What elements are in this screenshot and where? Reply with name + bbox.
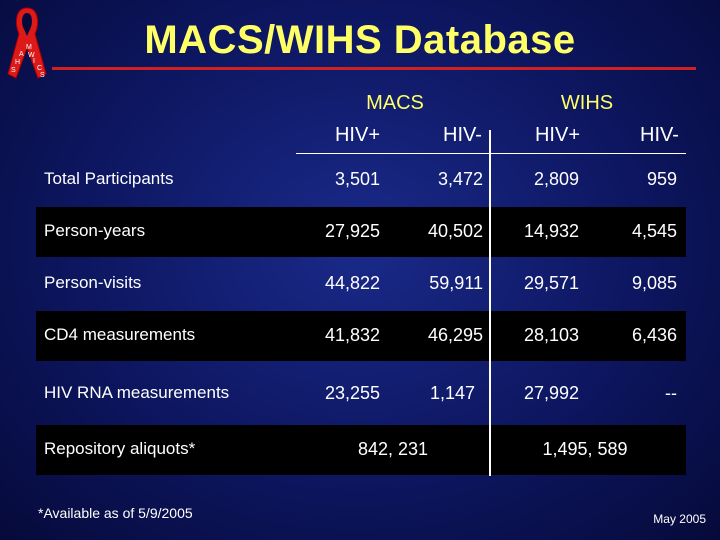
row-band [36, 311, 686, 361]
cell-wihs-total: 1,495, 589 [542, 439, 628, 459]
row-band [36, 207, 686, 257]
cell-wihs-hiv-pos: 27,992 [523, 383, 579, 403]
column-header-macs-hiv-neg: HIV- [443, 124, 482, 146]
table-row: Person-years 27,925 40,502 14,932 4,545 [0, 221, 720, 251]
cell-macs-hiv-neg: 3,472 [437, 169, 483, 189]
cell-macs-hiv-pos: 41,832 [324, 325, 380, 345]
cell-macs-hiv-pos: 44,822 [324, 273, 380, 293]
table-row: CD4 measurements 41,832 46,295 28,103 6,… [0, 325, 720, 355]
cell-macs-hiv-neg: 1,147 [429, 383, 475, 403]
cell-macs-total: 842, 231 [357, 439, 429, 459]
cell-wihs-hiv-neg: 4,545 [631, 221, 677, 241]
row-label: Total Participants [44, 169, 174, 188]
row-label: HIV RNA measurements [44, 383, 230, 402]
cell-macs-hiv-pos: 27,925 [324, 221, 380, 241]
row-label: Repository aliquots* [44, 439, 196, 458]
cell-macs-hiv-neg: 46,295 [427, 325, 483, 345]
table-row: HIV RNA measurements 23,255 1,147 27,992… [0, 383, 720, 413]
cell-wihs-hiv-pos: 2,809 [533, 169, 579, 189]
table-row: Repository aliquots* 842, 231 1,495, 589 [0, 439, 720, 469]
slide-date: May 2005 [653, 512, 706, 526]
logo-letter: W [28, 52, 35, 59]
row-label: CD4 measurements [44, 325, 196, 344]
row-label: Person-visits [44, 273, 142, 292]
cell-wihs-hiv-neg: 959 [646, 169, 677, 189]
cell-macs-hiv-pos: 23,255 [324, 383, 380, 403]
slide-title: MACS/WIHS Database [144, 18, 576, 62]
group-header-wihs: WIHS [560, 92, 614, 114]
cell-wihs-hiv-pos: 28,103 [523, 325, 579, 345]
column-header-wihs-hiv-pos: HIV+ [534, 124, 581, 146]
table-row: Total Participants 3,501 3,472 2,809 959 [0, 169, 720, 199]
logo-letter: C [37, 65, 42, 72]
cell-macs-hiv-neg: 59,911 [429, 273, 483, 293]
row-label: Person-years [44, 221, 146, 240]
header-divider [296, 153, 686, 154]
cell-wihs-hiv-pos: 14,932 [523, 221, 579, 241]
cell-macs-hiv-pos: 3,501 [334, 169, 380, 189]
cell-wihs-hiv-neg: -- [665, 383, 677, 403]
logo-letter: S [40, 72, 45, 79]
cell-wihs-hiv-neg: 9,085 [631, 273, 677, 293]
table-row: Person-visits 44,822 59,911 29,571 9,085 [0, 273, 720, 303]
aids-ribbon-logo: M W A I H C S S [7, 7, 47, 79]
logo-letter: M [26, 44, 32, 51]
logo-letter: I [33, 58, 35, 65]
group-header-macs: MACS [366, 92, 424, 114]
column-header-wihs-hiv-neg: HIV- [640, 124, 679, 146]
cell-wihs-hiv-neg: 6,436 [631, 325, 677, 345]
group-divider [489, 130, 491, 476]
cell-macs-hiv-neg: 40,502 [427, 221, 483, 241]
row-band [36, 425, 686, 475]
logo-letter: A [19, 51, 24, 58]
cell-wihs-hiv-pos: 29,571 [523, 273, 579, 293]
footnote: *Available as of 5/9/2005 [38, 505, 193, 521]
column-header-macs-hiv-pos: HIV+ [334, 124, 381, 146]
title-underline [52, 67, 696, 70]
logo-letter: S [11, 67, 16, 74]
logo-letter: H [15, 59, 20, 66]
